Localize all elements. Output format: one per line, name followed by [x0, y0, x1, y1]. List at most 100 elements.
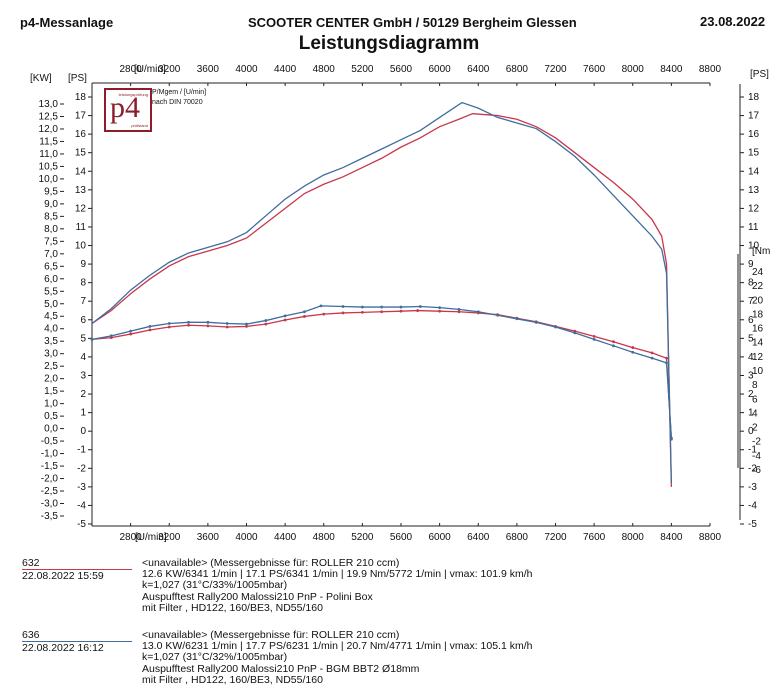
kw-tick-label: 1,0 — [44, 399, 58, 410]
x-tick-label-top: 7200 — [544, 64, 567, 75]
torque-point-632 — [264, 322, 268, 326]
torque-curve-636 — [91, 305, 673, 439]
kw-tick-label: -0,5 — [41, 436, 59, 447]
ps-tick-label-right: -4 — [748, 500, 757, 511]
torque-point-636 — [534, 320, 538, 324]
ps-tick-label-left: 5 — [80, 333, 86, 344]
x-tick-label-bottom: 4400 — [274, 532, 297, 543]
ps-tick-label-left: 6 — [80, 315, 86, 326]
kw-tick-label: 2,0 — [44, 374, 58, 385]
kw-tick-label: 13,0 — [39, 99, 59, 110]
torque-point-632 — [129, 332, 133, 336]
torque-point-636 — [341, 305, 345, 308]
ps-tick-label-left: 0 — [80, 426, 86, 437]
x-unit-label-top: [U/min] — [134, 64, 166, 75]
run-line-4: Auspufftest Rally200 Malossi210 PnP - Po… — [142, 590, 373, 603]
ps-tick-label-left: 8 — [80, 278, 86, 289]
ps-tick-label-right: 8 — [748, 278, 754, 289]
run-datetime: 22.08.2022 15:59 — [22, 570, 104, 582]
kw-tick-label: -3,0 — [41, 499, 59, 510]
torque-point-632 — [167, 325, 171, 329]
x-tick-label-top: 6000 — [429, 64, 452, 75]
torque-point-636 — [360, 305, 364, 309]
kw-tick-label: 5,0 — [44, 299, 58, 310]
kw-tick-label: -2,5 — [41, 486, 59, 497]
report-date: 23.08.2022 — [700, 14, 766, 29]
torque-point-636 — [264, 319, 268, 322]
torque-point-632 — [322, 312, 326, 316]
ps-tick-label-left: 10 — [75, 241, 87, 252]
torque-point-636 — [476, 310, 480, 314]
torque-point-632 — [438, 309, 442, 313]
nm-tick-label: 16 — [752, 324, 764, 335]
torque-point-636 — [496, 313, 499, 317]
kw-tick-label: 11,0 — [39, 149, 58, 160]
torque-point-632 — [148, 328, 152, 332]
torque-point-632 — [665, 356, 668, 360]
ps-tick-label-left: 3 — [80, 370, 86, 381]
station-name: p4-Messanlage — [20, 15, 114, 30]
torque-point-636 — [515, 317, 519, 321]
torque-point-632 — [631, 346, 635, 349]
torque-point-636 — [438, 306, 442, 310]
torque-point-636 — [187, 320, 190, 324]
x-tick-label-bottom: 8800 — [699, 532, 722, 543]
torque-point-636 — [573, 331, 577, 335]
ps-tick-label-left: 9 — [80, 259, 86, 270]
kw-tick-label: -2,0 — [41, 474, 59, 485]
nm-tick-label: 14 — [752, 338, 764, 349]
x-tick-label-bottom: 7200 — [544, 532, 567, 543]
kw-tick-label: 7,0 — [44, 249, 58, 260]
ps-tick-label-right: 1 — [748, 408, 754, 419]
kw-tick-label: 5,5 — [44, 286, 58, 297]
x-tick-label-bottom: 4000 — [235, 532, 258, 543]
x-tick-label-bottom: 3200 — [158, 532, 181, 543]
nm-tick-label: 22 — [752, 281, 764, 292]
x-tick-label-top: 2800 — [120, 64, 143, 75]
ps-tick-label-right: 10 — [748, 241, 760, 252]
ps-tick-label-left: 12 — [75, 203, 87, 214]
torque-point-636 — [592, 337, 596, 341]
ps-tick-label-left: 7 — [80, 296, 86, 307]
run-color-line — [22, 641, 132, 642]
torque-point-632 — [341, 311, 345, 315]
ps-tick-label-right: -5 — [748, 519, 757, 530]
x-tick-label-top: 7600 — [583, 64, 606, 75]
x-tick-label-bottom: 4800 — [313, 532, 336, 543]
torque-point-636 — [109, 334, 113, 338]
x-tick-label-bottom: 7600 — [583, 532, 606, 543]
kw-tick-label: 3,0 — [44, 349, 58, 360]
kw-tick-label: 9,5 — [44, 186, 58, 197]
kw-tick-label: 6,5 — [44, 261, 58, 272]
torque-point-632 — [187, 323, 190, 327]
nm-tick-label: -4 — [752, 451, 761, 462]
nm-tick-label: 20 — [752, 295, 764, 306]
ps-tick-label-left: -3 — [77, 482, 86, 493]
torque-point-632 — [612, 340, 615, 344]
x-tick-label-bottom: 6400 — [467, 532, 490, 543]
x-tick-label-top: 8800 — [699, 64, 722, 75]
nm-tick-label: -6 — [752, 465, 761, 476]
kw-tick-label: 4,5 — [44, 311, 58, 322]
kw-tick-label: 2,5 — [44, 361, 58, 372]
power-curve-632 — [91, 113, 673, 487]
torque-point-632 — [592, 335, 596, 338]
torque-point-636 — [650, 356, 654, 360]
logo-mark: p4 — [110, 91, 140, 124]
run-line-1: <unavailable> (Messergebnisse für: ROLLE… — [142, 629, 400, 641]
x-tick-label-bottom: 5200 — [351, 532, 374, 543]
torque-point-632 — [416, 309, 420, 312]
ps-tick-label-left: -1 — [77, 445, 86, 456]
nm-tick-label: 24 — [752, 267, 764, 278]
torque-point-636 — [90, 337, 94, 341]
torque-point-636 — [457, 308, 461, 311]
nm-tick-label: 8 — [752, 380, 758, 391]
x-tick-label-top: 3200 — [158, 64, 181, 75]
x-tick-label-bottom: 5600 — [390, 532, 413, 543]
torque-point-636 — [303, 310, 306, 314]
ps-tick-label-left: -5 — [77, 519, 86, 530]
run-line-3: k=1,027 (31°C/32%/1005mbar) — [142, 651, 288, 664]
ps-tick-label-left: 2 — [80, 389, 86, 400]
x-tick-label-top: 4000 — [235, 64, 258, 75]
logo-small-top: leistungsprüfung — [118, 92, 148, 97]
